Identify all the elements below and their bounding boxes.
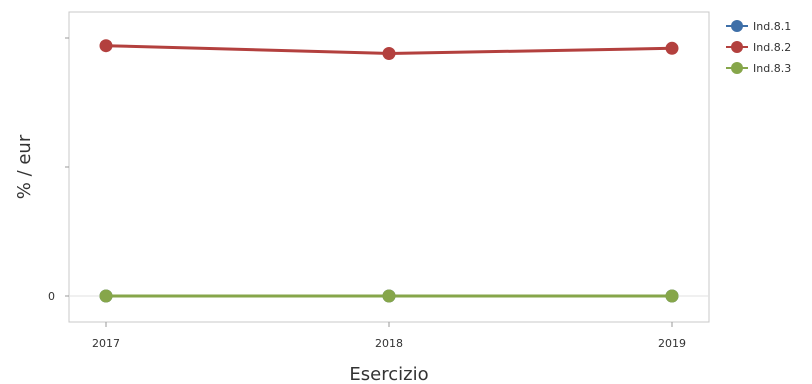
data-point <box>382 289 396 303</box>
legend-label: Ind.8.3 <box>753 62 791 75</box>
legend-label: Ind.8.1 <box>753 20 791 33</box>
legend-marker <box>731 20 743 32</box>
x-axis-title: Esercizio <box>349 364 428 384</box>
legend-marker <box>731 62 743 74</box>
x-axis: 2017 2018 2019 <box>92 322 686 350</box>
legend-marker <box>731 41 743 53</box>
y-axis-title: % / eur <box>14 134 35 199</box>
data-point <box>99 39 113 53</box>
series-layer <box>99 39 679 303</box>
x-tick-label: 2017 <box>92 337 120 350</box>
data-point <box>99 289 113 303</box>
data-point <box>665 41 679 55</box>
data-point <box>665 289 679 303</box>
x-tick-label: 2018 <box>375 337 403 350</box>
legend-item: Ind.8.3 <box>726 62 791 75</box>
x-tick-label: 2019 <box>658 337 686 350</box>
legend: Ind.8.1 Ind.8.2 Ind.8.3 <box>726 20 791 75</box>
y-axis: 0 <box>48 37 69 303</box>
data-point <box>382 47 396 60</box>
legend-label: Ind.8.2 <box>753 41 791 54</box>
series-Ind-8-3 <box>99 289 679 303</box>
legend-item: Ind.8.2 <box>726 41 791 54</box>
series-Ind-8-2 <box>99 39 679 60</box>
y-tick-label: 0 <box>48 290 55 303</box>
plot-area <box>68 11 710 323</box>
legend-item: Ind.8.1 <box>726 20 791 33</box>
